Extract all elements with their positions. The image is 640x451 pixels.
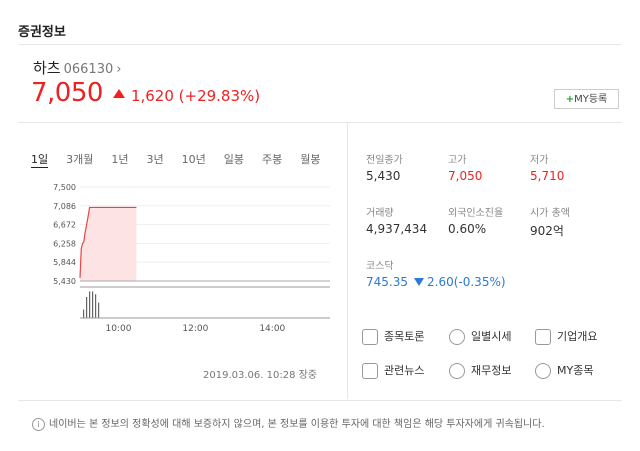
- link-news[interactable]: 관련뉴스: [362, 361, 424, 381]
- stock-code: 066130: [63, 62, 114, 77]
- high-value: 7,050: [448, 169, 483, 183]
- tab-1d[interactable]: 1일: [31, 153, 49, 168]
- divider: [18, 400, 622, 401]
- link-company-overview[interactable]: 기업개요: [535, 327, 597, 347]
- y-tick-label: 6,258: [53, 239, 76, 248]
- volume-value: 4,937,434: [366, 222, 428, 236]
- timestamp: 2019.03.06. 10:28 장중: [203, 370, 318, 381]
- down-arrow-icon: [414, 278, 424, 286]
- prev-close-label: 전일종가: [366, 155, 403, 166]
- plus-icon: +: [565, 94, 575, 105]
- price-area: [80, 207, 137, 281]
- x-tick-label: 12:00: [182, 324, 208, 334]
- divider: [18, 122, 622, 123]
- tab-10y[interactable]: 10년: [181, 153, 206, 166]
- market-cap-value: 902억: [530, 224, 564, 238]
- divider: [18, 44, 622, 45]
- kosdaq-value: 745.35: [366, 275, 408, 289]
- y-tick-label: 7,500: [53, 183, 76, 192]
- low-value: 5,710: [530, 169, 565, 183]
- link-financials-label: 재무정보: [471, 364, 512, 377]
- tab-3m[interactable]: 3개월: [66, 153, 94, 166]
- price-change: 1,620 (+29.83%): [130, 87, 261, 105]
- stock-name: 하츠: [33, 59, 61, 77]
- up-arrow-icon: [112, 89, 125, 98]
- kosdaq-label: 코스닥: [366, 261, 394, 272]
- disclaimer-text: 네이버는 본 정보의 정확성에 대해 보증하지 않으며, 본 정보를 이용한 투…: [49, 419, 545, 430]
- chart-grid: [80, 186, 330, 288]
- volume-bar: [89, 291, 91, 318]
- y-tick-label: 5,844: [53, 258, 76, 267]
- period-tabs: 1일 3개월 1년 3년 10년 일봉 주봉 월봉: [31, 151, 339, 168]
- kosdaq-change: 2.60(-0.35%): [427, 275, 506, 289]
- x-tick-label: 14:00: [259, 324, 285, 334]
- tab-1y[interactable]: 1년: [111, 153, 129, 166]
- section-title: 증권정보: [18, 25, 66, 40]
- foreign-ratio: 외국인소진율 0.60%: [448, 204, 503, 236]
- link-daily-price-label: 일별시세: [471, 330, 512, 343]
- volume-bars: [83, 291, 100, 318]
- my-register-button[interactable]: +MY등록: [554, 89, 619, 109]
- volume-bar: [86, 297, 88, 318]
- person-icon: [535, 363, 551, 379]
- volume-bar: [83, 309, 85, 318]
- tab-daily[interactable]: 일봉: [223, 153, 244, 166]
- stock-name-link[interactable]: 하츠 066130 ›: [33, 57, 121, 78]
- y-tick-label: 6,672: [53, 221, 76, 230]
- link-financials[interactable]: 재무정보: [449, 361, 511, 381]
- low-price: 저가 5,710: [530, 151, 564, 183]
- market-cap-label: 시가 총액: [530, 208, 570, 219]
- current-price: 7,050: [31, 78, 103, 108]
- foreign-value: 0.60%: [448, 222, 487, 236]
- my-register-label: MY등록: [574, 94, 608, 105]
- volume: 거래량 4,937,434: [366, 204, 427, 236]
- x-tick-label: 10:00: [105, 324, 131, 334]
- volume-bar: [92, 291, 94, 318]
- tab-3y[interactable]: 3년: [146, 153, 164, 166]
- price-row: 7,050 1,620 (+29.83%): [31, 78, 260, 108]
- tab-monthly[interactable]: 월봉: [300, 153, 321, 166]
- prev-close-value: 5,430: [366, 169, 401, 183]
- low-label: 저가: [530, 155, 549, 166]
- news-icon: [362, 363, 378, 379]
- volume-bar: [98, 302, 100, 318]
- trend-icon: [449, 329, 465, 345]
- link-my-stocks-label: MY종목: [557, 364, 594, 377]
- y-axis-labels: 7,500 7,086 6,672 6,258 5,844 5,430: [53, 183, 76, 286]
- link-company-overview-label: 기업개요: [557, 330, 598, 343]
- clock-icon: [449, 363, 465, 379]
- link-discussion[interactable]: 종목토론: [362, 327, 424, 347]
- x-axis-labels: 10:00 12:00 14:00: [105, 324, 285, 334]
- link-news-label: 관련뉴스: [384, 364, 425, 377]
- disclaimer: i 네이버는 본 정보의 정확성에 대해 보증하지 않으며, 본 정보를 이용한 …: [32, 415, 545, 431]
- prev-close: 전일종가 5,430: [366, 151, 403, 183]
- link-discussion-label: 종목토론: [384, 330, 425, 343]
- market-cap: 시가 총액 902억: [530, 204, 570, 239]
- tab-weekly[interactable]: 주봉: [262, 153, 283, 166]
- document-icon: [535, 329, 551, 345]
- y-tick-label: 5,430: [53, 277, 76, 286]
- kosdaq-index[interactable]: 코스닥 745.35 2.60(-0.35%): [366, 257, 506, 289]
- info-icon: i: [32, 417, 45, 431]
- vertical-divider: [347, 122, 348, 399]
- volume-label: 거래량: [366, 208, 394, 219]
- foreign-label: 외국인소진율: [448, 208, 504, 219]
- high-price: 고가 7,050: [448, 151, 482, 183]
- link-my-stocks[interactable]: MY종목: [535, 361, 593, 381]
- kosdaq-value-row: 745.35 2.60(-0.35%): [366, 275, 506, 289]
- chevron-right-icon: ›: [116, 62, 122, 77]
- price-line: [79, 206, 137, 278]
- y-tick-label: 7,086: [53, 202, 76, 211]
- link-daily-price[interactable]: 일별시세: [449, 327, 511, 347]
- high-label: 고가: [448, 155, 467, 166]
- volume-bar: [95, 294, 97, 318]
- chart-icon: [362, 329, 378, 345]
